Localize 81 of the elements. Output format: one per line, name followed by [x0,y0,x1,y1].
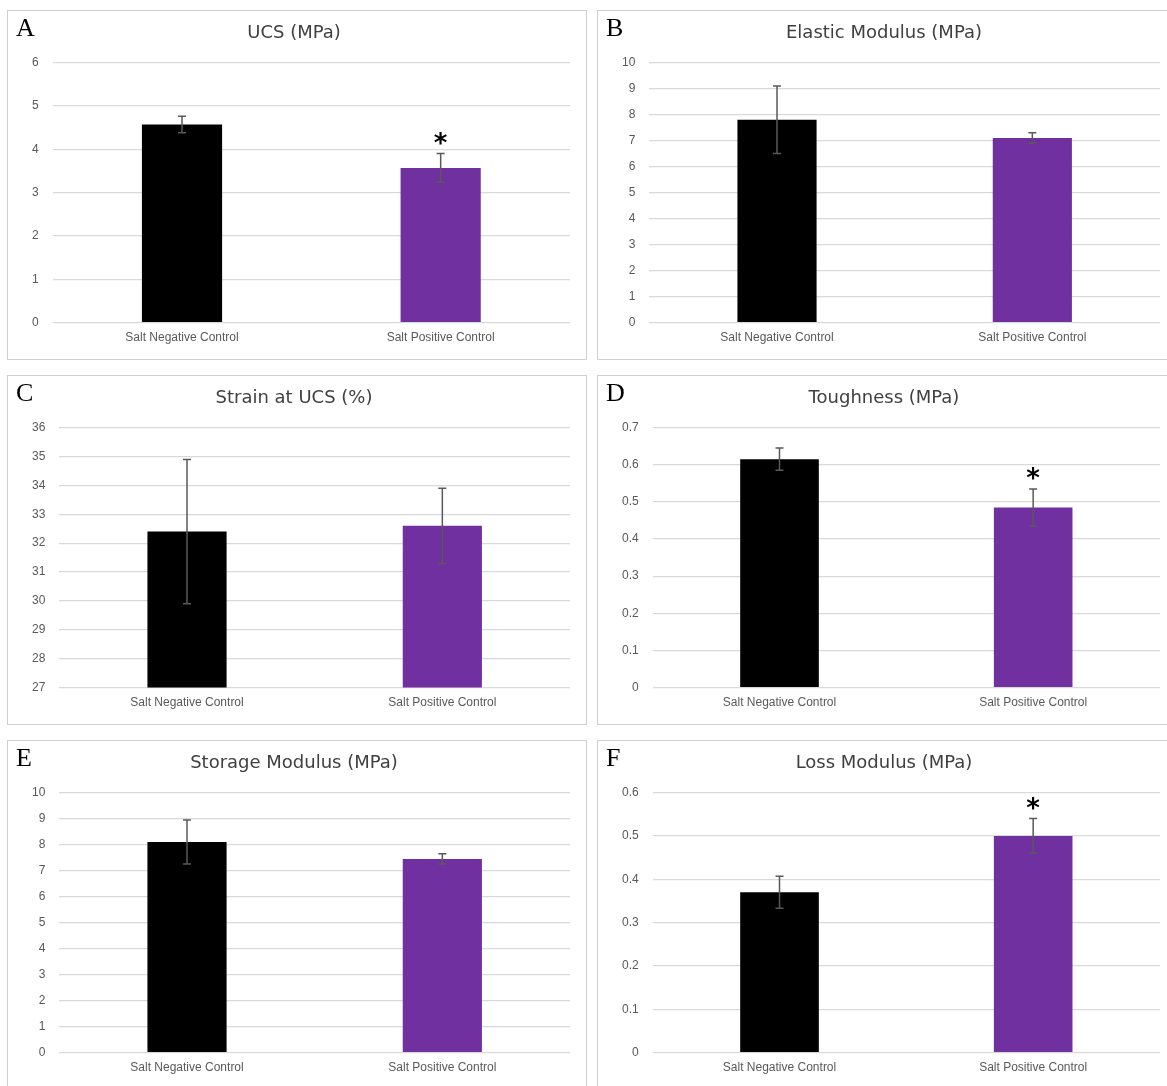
y-tick-label: 3 [38,966,46,981]
text: C [16,378,34,408]
y-tick-label: 9 [38,810,46,825]
y-tick-label: 4 [31,141,39,156]
y-tick-label: 0 [38,1044,46,1059]
y-tick-label: 3 [628,236,636,251]
x-tick-label: Salt Negative Control [130,695,244,710]
y-tick-label: 30 [31,593,46,608]
chart-title: Loss Modulus (MPa) [795,751,973,773]
y-tick-label: 9 [628,80,636,95]
y-tick-label: 6 [628,158,636,173]
annotation: * [433,127,448,158]
x-tick-label: Salt Negative Control [720,330,834,345]
y-tick-label: 0.2 [621,958,639,973]
y-tick-label: 0.6 [621,784,639,799]
x-tick-label: Salt Positive Control [388,695,497,710]
x-tick-label: Salt Positive Control [388,1060,497,1075]
y-tick-label: 6 [31,54,39,69]
y-tick-label: 10 [621,54,636,69]
y-tick-label: 5 [38,914,46,929]
y-tick-label: 4 [38,940,46,955]
chart-title: Strain at UCS (%) [215,386,373,408]
y-tick-label: 0.2 [621,605,639,620]
chart-title: Storage Modulus (MPa) [190,751,398,773]
y-tick-label: 0.4 [621,871,639,886]
chart-title: Elastic Modulus (MPa) [786,21,982,43]
y-tick-label: 0.5 [621,494,639,509]
x-tick-label: Salt Positive Control [978,330,1087,345]
text: F [606,743,621,773]
y-tick-label: 0.6 [621,457,639,472]
x-tick-label: Salt Negative Control [722,1060,837,1075]
y-tick-label: 0.5 [621,828,639,843]
y-tick-label: 6 [38,888,46,903]
y-tick-label: 1 [31,271,39,286]
y-tick-label: 34 [31,477,46,492]
y-tick-label: 0.7 [621,419,639,434]
x-tick-label: Salt Positive Control [386,330,495,345]
y-tick-label: 36 [31,419,46,434]
x-tick-label: Salt Negative Control [722,695,837,710]
y-tick-label: 7 [628,132,636,147]
x-tick-label: Salt Positive Control [979,695,1088,710]
y-tick-label: 5 [31,98,39,113]
text: B [606,13,624,43]
y-tick-label: 31 [31,564,46,579]
y-tick-label: 0 [631,1044,639,1059]
text: E [16,743,32,773]
y-tick-label: 27 [31,679,46,694]
y-tick-label: 3 [31,184,39,199]
y-tick-label: 4 [628,210,636,225]
y-tick-label: 32 [31,535,46,550]
y-tick-label: 0 [31,314,39,329]
y-tick-label: 2 [38,992,46,1007]
y-tick-label: 0.1 [621,642,639,657]
y-tick-label: 29 [31,622,46,637]
y-tick-label: 35 [31,448,46,463]
y-tick-label: 1 [38,1018,46,1033]
y-tick-label: 2 [628,262,636,277]
y-tick-label: 1 [628,288,636,303]
y-tick-label: 0 [628,314,636,329]
y-tick-label: 33 [31,506,46,521]
y-tick-label: 2 [31,228,39,243]
y-tick-label: 7 [38,862,46,877]
y-tick-label: 0 [631,679,639,694]
x-tick-label: Salt Negative Control [125,330,239,345]
y-tick-label: 10 [31,784,46,799]
y-tick-label: 8 [38,836,46,851]
y-tick-label: 0.3 [621,914,639,929]
chart-title: Toughness (MPa) [807,386,960,408]
y-tick-label: 0.4 [621,531,639,546]
text: D [606,378,625,408]
x-tick-label: Salt Positive Control [979,1060,1088,1075]
annotation: * [1026,792,1041,823]
y-tick-label: 28 [31,651,46,666]
y-tick-label: 8 [628,106,636,121]
chart-title: UCS (MPa) [247,21,341,43]
y-tick-label: 5 [628,184,636,199]
text: A [16,13,35,43]
y-tick-label: 0.1 [621,1001,639,1016]
x-tick-label: Salt Negative Control [130,1060,244,1075]
y-tick-label: 0.3 [621,568,639,583]
annotation: * [1026,462,1041,493]
